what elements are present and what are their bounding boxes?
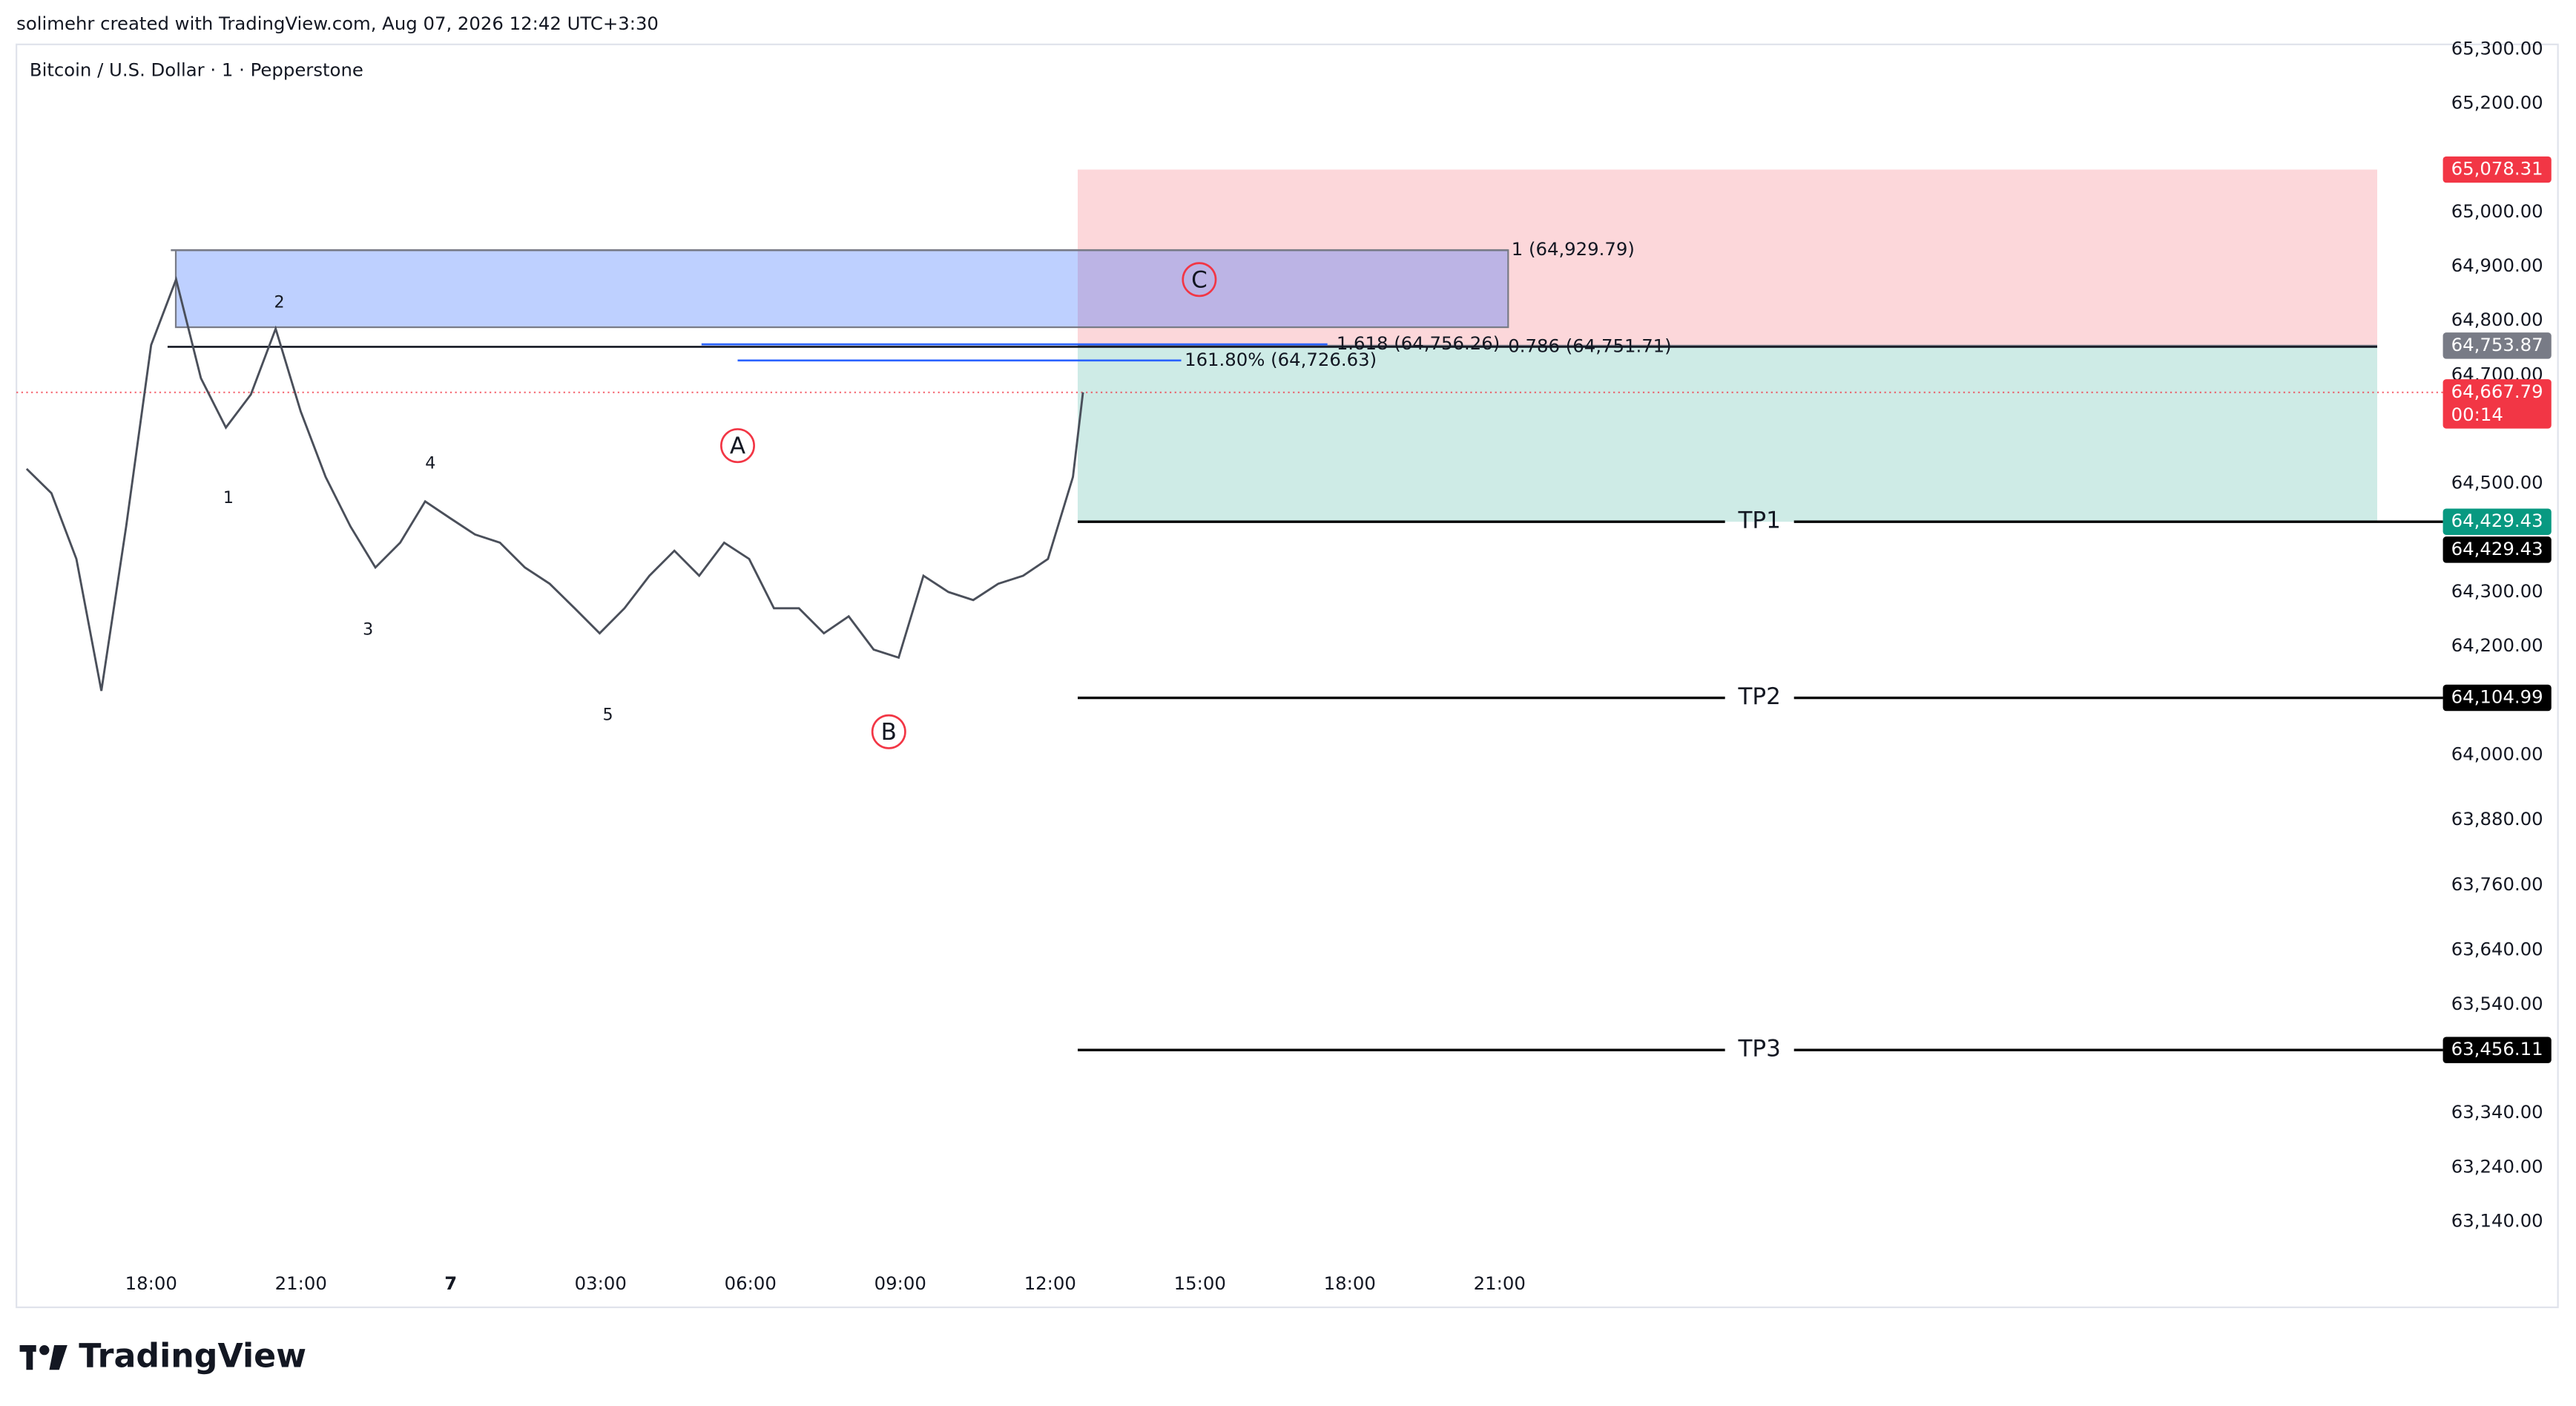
wave-label: B (881, 719, 897, 746)
price-badge (2442, 332, 2552, 359)
wave-label: A (730, 433, 745, 459)
target-label: TP1 (1738, 507, 1781, 534)
wave-circle (1182, 262, 1217, 298)
price-badge (2442, 1037, 2552, 1063)
target-label: TP2 (1738, 683, 1781, 710)
wave-circle (720, 428, 755, 464)
y-tick-label: 65,200.00 (2451, 92, 2543, 114)
header: solimehr created with TradingView.com, A… (16, 13, 659, 34)
x-tick-label: 18:00 (125, 1272, 177, 1294)
chart-frame (16, 43, 2559, 1309)
fib-label: 0.786 (64,751.71) (1508, 335, 1671, 356)
price-badge (2442, 156, 2552, 183)
y-tick-label: 64,000.00 (2451, 743, 2543, 764)
fib-label: 1 (64,929.79) (1512, 238, 1635, 260)
wave-label: 3 (363, 620, 373, 639)
wave-label: C (1191, 266, 1208, 293)
y-tick-label: 63,140.00 (2451, 1209, 2543, 1231)
price-badge-label: 64,753.87 (2451, 334, 2543, 355)
x-tick-label: 06:00 (725, 1272, 777, 1294)
price-badge (2442, 536, 2552, 563)
price-badge-label: 64,429.43 (2451, 510, 2543, 531)
y-tick-label: 64,900.00 (2451, 254, 2543, 276)
wave-label: 1 (223, 488, 234, 507)
price-badge (2442, 508, 2552, 535)
price-badge-label: 64,667.79 (2451, 381, 2543, 402)
y-tick-label: 65,300.00 (2451, 37, 2543, 59)
x-tick-label: 15:00 (1174, 1272, 1226, 1294)
x-tick-label: 21:00 (1474, 1272, 1526, 1294)
fib-label: 1.618 (64,756.26) (1337, 332, 1500, 354)
price-badge-label: 63,456.11 (2451, 1038, 2543, 1060)
y-tick-label: 64,800.00 (2451, 309, 2543, 330)
brand: TradingView (79, 1338, 306, 1376)
x-tick-label: 18:00 (1324, 1272, 1376, 1294)
wave-circle (871, 714, 906, 749)
x-tick-label: 12:00 (1024, 1272, 1076, 1294)
logo (19, 1344, 67, 1370)
chart-title: Bitcoin / U.S. Dollar · 1 · Pepperstone (30, 59, 363, 80)
wave-label: 4 (425, 454, 435, 473)
price-line (25, 275, 1084, 691)
wave-label: 2 (274, 292, 284, 312)
stop-zone (1077, 169, 2377, 346)
fib-zone (174, 249, 1509, 329)
x-tick-label: 21:00 (275, 1272, 327, 1294)
y-tick-label: 63,760.00 (2451, 873, 2543, 895)
y-tick-label: 64,500.00 (2451, 472, 2543, 493)
y-tick-label: 65,000.00 (2451, 200, 2543, 222)
price-badge-label: 64,429.43 (2451, 538, 2543, 559)
x-tick-label: 7 (444, 1272, 457, 1294)
price-badge (2442, 379, 2552, 429)
wave-label: 5 (602, 706, 613, 725)
fib-label: 161.80% (64,726.63) (1185, 349, 1377, 370)
x-tick-label: 03:00 (575, 1272, 627, 1294)
target-label: TP3 (1738, 1036, 1781, 1062)
y-tick-label: 63,340.00 (2451, 1101, 2543, 1123)
y-tick-label: 63,240.00 (2451, 1155, 2543, 1177)
target-zone (1077, 345, 2377, 522)
y-tick-label: 63,540.00 (2451, 993, 2543, 1014)
price-badge (2442, 684, 2552, 712)
y-tick-label: 63,640.00 (2451, 939, 2543, 960)
price-badge-label: 65,078.31 (2451, 158, 2543, 180)
x-tick-label: 09:00 (874, 1272, 926, 1294)
price-badge-label: 00:14 (2451, 404, 2503, 425)
price-badge-label: 64,104.99 (2451, 686, 2543, 708)
y-tick-label: 63,880.00 (2451, 808, 2543, 830)
y-tick-label: 64,300.00 (2451, 580, 2543, 602)
y-tick-label: 64,200.00 (2451, 634, 2543, 656)
